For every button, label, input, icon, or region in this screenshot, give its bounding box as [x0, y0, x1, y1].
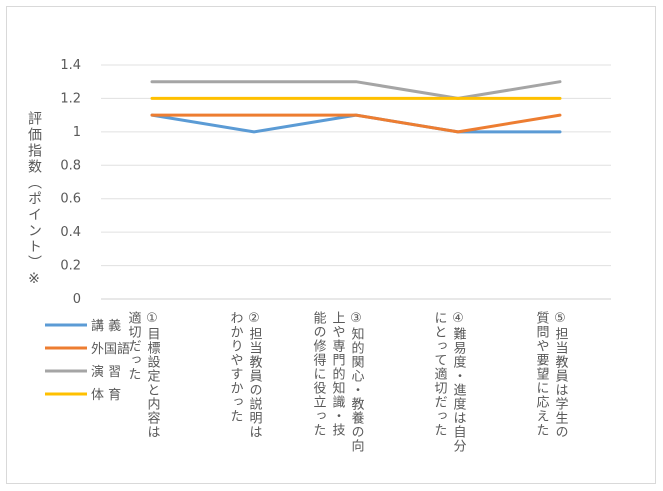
x-category-label: ②担当教員の説明は	[247, 311, 263, 439]
series-line-2	[150, 80, 562, 100]
x-category-label: ①目標設定と内容は	[145, 311, 161, 439]
x-category-label: ⑤担当教員は学生の	[553, 311, 569, 439]
legend-label: 外国語	[91, 341, 130, 357]
x-category-label: 適切だった	[126, 310, 142, 381]
y-axis-label: 評価指数（ポイント）※	[26, 111, 42, 289]
y-tick-label: 1	[73, 125, 81, 140]
y-tick-label: 0.8	[60, 158, 81, 173]
legend-label: 演 習	[91, 364, 121, 380]
legend-label: 体 育	[91, 387, 121, 403]
y-tick-label: 0.4	[60, 225, 81, 240]
y-tick-label: 1.2	[60, 91, 81, 106]
x-category-label: 能の修得に役立った	[311, 311, 327, 437]
series-line-0	[150, 113, 562, 134]
x-category-label: わかりやすかった	[228, 311, 244, 423]
y-tick-label: 0.6	[60, 192, 81, 207]
legend-label: 講 義	[91, 318, 121, 334]
y-tick-label: 1.4	[60, 58, 81, 73]
y-tick-label: 0	[73, 292, 81, 307]
x-category-label: 質問や要望に応えた	[534, 311, 550, 437]
x-category-label: ④難易度・進度は自分	[451, 311, 467, 453]
series-line-1	[150, 113, 562, 134]
chart-frame: 0 0.2 0.4 0.6 0.8 1 1.2 1.4 ①目標設定と内容は 適切だった ②担当教員の…	[6, 6, 656, 484]
x-category-label: ③知的関心・教養の向	[349, 311, 365, 453]
x-category-label: にとって適切だった	[432, 311, 448, 437]
x-category-label: 上や専門的知識・技	[330, 311, 346, 437]
y-tick-label: 0.2	[60, 259, 81, 274]
